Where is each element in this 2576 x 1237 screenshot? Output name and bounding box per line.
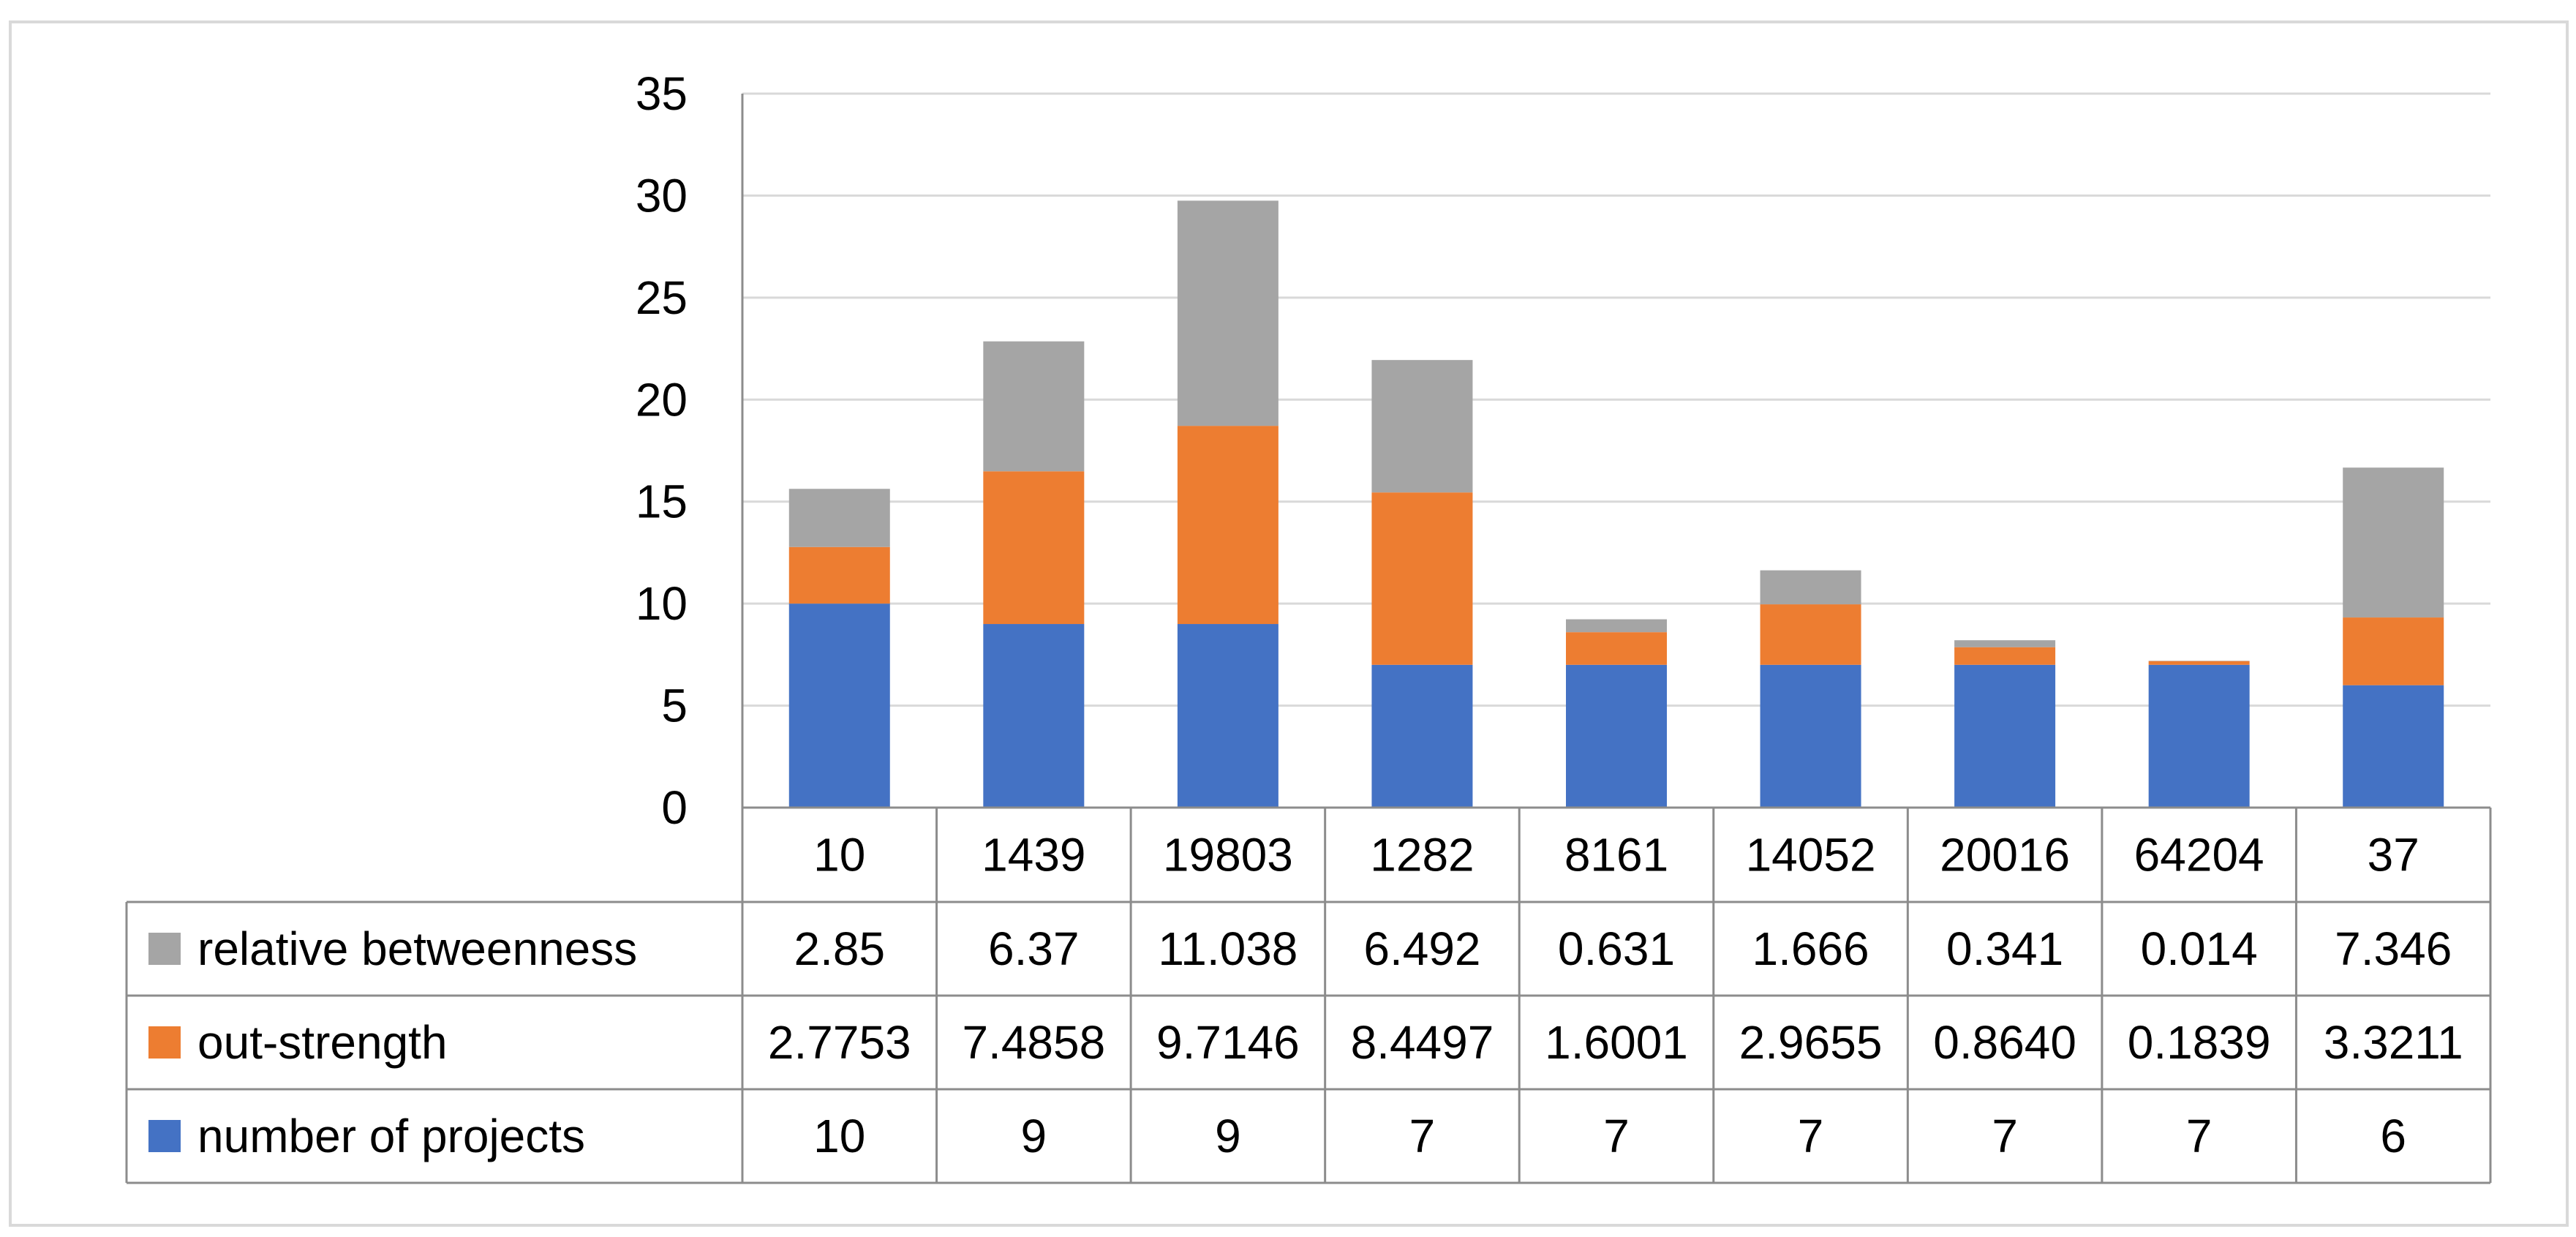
bar-number-of-projects-1282 <box>1371 664 1473 808</box>
y-tick-label: 25 <box>636 271 688 324</box>
data-label-number-of-projects-20016: 7 <box>1992 1110 2018 1162</box>
data-label-out-strength-19803: 9.7146 <box>1156 1016 1300 1069</box>
legend-key-out-strength <box>148 1026 181 1059</box>
y-tick-label: 35 <box>636 67 688 120</box>
y-tick-label: 5 <box>661 680 688 732</box>
bar-out-strength-10 <box>788 546 890 604</box>
bar-number-of-projects-1439 <box>983 624 1085 808</box>
bar-out-strength-1439 <box>983 471 1085 625</box>
chart-border <box>9 20 2569 1227</box>
data-label-relative-betweenness-10: 2.85 <box>794 922 885 975</box>
x-tick-label-1282: 1282 <box>1370 829 1474 881</box>
data-label-number-of-projects-19803: 9 <box>1215 1110 1241 1162</box>
bar-out-strength-20016 <box>1954 647 2056 665</box>
bar-relative-betweenness-10 <box>788 489 890 547</box>
data-label-number-of-projects-1439: 9 <box>1021 1110 1047 1162</box>
legend-key-number-of-projects <box>148 1120 181 1152</box>
bar-number-of-projects-14052 <box>1760 664 1861 808</box>
legend-key-relative-betweenness <box>148 933 181 965</box>
bar-relative-betweenness-8161 <box>1566 619 1667 633</box>
x-tick-label-1439: 1439 <box>982 829 1085 881</box>
data-label-out-strength-10: 2.7753 <box>768 1016 911 1069</box>
data-label-out-strength-8161: 1.6001 <box>1545 1016 1688 1069</box>
bar-relative-betweenness-14052 <box>1760 570 1861 605</box>
x-tick-label-10: 10 <box>813 829 865 881</box>
data-label-relative-betweenness-8161: 0.631 <box>1558 922 1675 975</box>
data-label-relative-betweenness-1282: 6.492 <box>1363 922 1480 975</box>
x-tick-label-14052: 14052 <box>1746 829 1876 881</box>
bar-out-strength-64204 <box>2148 661 2250 665</box>
data-label-out-strength-64204: 0.1839 <box>2128 1016 2271 1069</box>
y-tick-label: 30 <box>636 169 688 222</box>
legend-label-out-strength: out-strength <box>197 1016 448 1069</box>
data-label-number-of-projects-8161: 7 <box>1603 1110 1630 1162</box>
data-label-relative-betweenness-19803: 11.038 <box>1158 922 1298 975</box>
data-label-out-strength-20016: 0.8640 <box>1933 1016 2076 1069</box>
data-label-number-of-projects-37: 6 <box>2380 1110 2406 1162</box>
data-label-number-of-projects-1282: 7 <box>1409 1110 1436 1162</box>
y-tick-label: 15 <box>636 475 688 528</box>
bar-number-of-projects-8161 <box>1566 664 1667 808</box>
data-label-out-strength-1282: 8.4497 <box>1351 1016 1494 1069</box>
data-label-number-of-projects-14052: 7 <box>1798 1110 1824 1162</box>
data-label-relative-betweenness-37: 7.346 <box>2335 922 2452 975</box>
bar-out-strength-1282 <box>1371 492 1473 665</box>
bar-out-strength-37 <box>2343 617 2444 685</box>
x-tick-label-8161: 8161 <box>1564 829 1668 881</box>
bar-relative-betweenness-37 <box>2343 467 2444 618</box>
data-label-relative-betweenness-64204: 0.014 <box>2141 922 2258 975</box>
data-label-number-of-projects-10: 10 <box>813 1110 865 1162</box>
data-label-relative-betweenness-1439: 6.37 <box>988 922 1080 975</box>
bar-out-strength-14052 <box>1760 604 1861 665</box>
data-label-relative-betweenness-14052: 1.666 <box>1752 922 1869 975</box>
bar-number-of-projects-10 <box>788 604 890 808</box>
y-tick-label: 20 <box>636 373 688 426</box>
data-label-number-of-projects-64204: 7 <box>2186 1110 2212 1162</box>
x-tick-label-19803: 19803 <box>1163 829 1293 881</box>
data-label-relative-betweenness-20016: 0.341 <box>1946 922 2063 975</box>
data-table: 10 1439 19803 1282 8161 14052 20016 64204 37 rela… <box>125 806 2492 1184</box>
bar-out-strength-8161 <box>1566 632 1667 665</box>
bar-out-strength-19803 <box>1177 426 1278 625</box>
x-tick-label-20016: 20016 <box>1940 829 2070 881</box>
bar-number-of-projects-37 <box>2343 685 2444 808</box>
bar-number-of-projects-20016 <box>1954 664 2056 808</box>
bars <box>788 200 2444 808</box>
bar-relative-betweenness-19803 <box>1177 200 1278 426</box>
bar-number-of-projects-19803 <box>1177 624 1278 808</box>
y-tick-label: 0 <box>661 781 688 834</box>
legend-label-relative-betweenness: relative betweenness <box>197 922 637 975</box>
bar-relative-betweenness-1439 <box>983 341 1085 472</box>
data-label-out-strength-1439: 7.4858 <box>962 1016 1105 1069</box>
bar-relative-betweenness-1282 <box>1371 360 1473 493</box>
data-label-out-strength-14052: 2.9655 <box>1739 1016 1883 1069</box>
bar-relative-betweenness-20016 <box>1954 640 2056 647</box>
x-tick-label-64204: 64204 <box>2134 829 2264 881</box>
y-tick-label: 10 <box>636 577 688 630</box>
data-label-out-strength-37: 3.3211 <box>2324 1016 2463 1069</box>
y-axis: 0 5 10 15 20 25 30 35 <box>636 67 744 834</box>
legend-label-number-of-projects: number of projects <box>197 1110 585 1162</box>
bar-number-of-projects-64204 <box>2148 664 2250 808</box>
x-tick-label-37: 37 <box>2368 829 2419 881</box>
